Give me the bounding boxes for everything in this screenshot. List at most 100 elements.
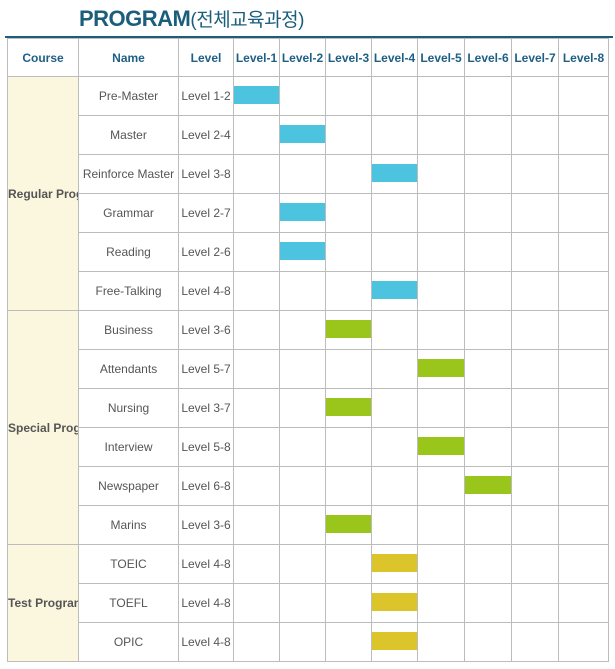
- level-cell: [325, 310, 372, 350]
- level-cell: [279, 232, 326, 272]
- header-level-5: Level-5: [417, 38, 465, 77]
- header-level-3: Level-3: [325, 38, 372, 77]
- program-level: Level 5-8: [178, 427, 234, 467]
- level-cell: [325, 388, 372, 428]
- level-cell: [325, 76, 372, 116]
- level-cell: [417, 505, 465, 545]
- level-cell: [325, 349, 372, 389]
- level-cell: [371, 76, 418, 116]
- level-cell: [371, 154, 418, 194]
- level-range-bar: [280, 242, 325, 260]
- level-cell: [371, 466, 418, 506]
- level-range-bar: [372, 593, 417, 611]
- page-title: PROGRAM(전체교육과정): [79, 5, 304, 33]
- level-cell: [325, 583, 372, 623]
- level-cell: [558, 76, 609, 116]
- level-cell: [558, 154, 609, 194]
- level-cell: [417, 115, 465, 155]
- header-level-7: Level-7: [511, 38, 559, 77]
- level-cell: [417, 466, 465, 506]
- level-cell: [511, 76, 559, 116]
- page-title-sub: (전체교육과정): [190, 10, 304, 31]
- level-cell: [511, 388, 559, 428]
- level-cell: [464, 271, 512, 311]
- level-range-bar: [372, 632, 417, 650]
- level-cell: [558, 349, 609, 389]
- course-cell: Test Program: [7, 544, 79, 662]
- level-cell: [558, 388, 609, 428]
- page-title-main: PROGRAM: [79, 6, 191, 31]
- table-row: Grammar Level 2-7: [8, 193, 609, 233]
- level-cell: [279, 193, 326, 233]
- level-cell: [464, 505, 512, 545]
- level-cell: [417, 232, 465, 272]
- level-cell: [511, 466, 559, 506]
- level-cell: [279, 349, 326, 389]
- table-row: OPIC Level 4-8: [8, 622, 609, 662]
- level-cell: [279, 583, 326, 623]
- level-cell: [464, 544, 512, 584]
- level-cell: [511, 427, 559, 467]
- program-level: Level 5-7: [178, 349, 234, 389]
- program-name: Free-Talking: [78, 271, 179, 311]
- level-cell: [511, 193, 559, 233]
- program-name: Marins: [78, 505, 179, 545]
- level-cell: [464, 583, 512, 623]
- table-row: Nursing Level 3-7: [8, 388, 609, 428]
- level-cell: [558, 427, 609, 467]
- level-cell: [464, 466, 512, 506]
- level-cell: [417, 622, 465, 662]
- level-range-bar: [326, 320, 371, 338]
- header-level-2: Level-2: [279, 38, 326, 77]
- level-cell: [371, 271, 418, 311]
- level-cell: [325, 154, 372, 194]
- program-table: Course Name Level Level-1 Level-2 Level-…: [7, 38, 609, 662]
- level-cell: [279, 544, 326, 584]
- level-cell: [279, 271, 326, 311]
- level-cell: [558, 115, 609, 155]
- level-cell: [233, 622, 280, 662]
- level-cell: [279, 427, 326, 467]
- level-cell: [417, 544, 465, 584]
- level-cell: [464, 388, 512, 428]
- level-cell: [558, 271, 609, 311]
- level-cell: [464, 115, 512, 155]
- level-cell: [464, 427, 512, 467]
- level-cell: [325, 115, 372, 155]
- program-name: OPIC: [78, 622, 179, 662]
- program-level: Level 2-7: [178, 193, 234, 233]
- level-range-bar: [326, 515, 371, 533]
- level-range-bar: [280, 203, 325, 221]
- level-range-bar: [372, 164, 417, 182]
- level-cell: [417, 76, 465, 116]
- level-cell: [371, 505, 418, 545]
- program-level: Level 3-6: [178, 310, 234, 350]
- header-level-8: Level-8: [558, 38, 609, 77]
- level-cell: [325, 193, 372, 233]
- level-cell: [233, 505, 280, 545]
- level-cell: [511, 583, 559, 623]
- level-cell: [558, 544, 609, 584]
- program-level: Level 3-6: [178, 505, 234, 545]
- table-row: Special ProgramBusinessLevel 3-6: [7, 310, 609, 545]
- level-cell: [511, 622, 559, 662]
- level-cell: [464, 232, 512, 272]
- level-cell: [417, 154, 465, 194]
- level-cell: [464, 310, 512, 350]
- level-cell: [371, 193, 418, 233]
- program-name: Reading: [78, 232, 179, 272]
- program-name: Reinforce Master: [78, 154, 179, 194]
- table-row: TOEFL Level 4-8: [8, 583, 609, 623]
- program-level: Level 2-4: [178, 115, 234, 155]
- program-name: TOEIC: [78, 544, 179, 584]
- level-cell: [233, 544, 280, 584]
- table-row: Free-Talking Level 4-8: [8, 271, 609, 311]
- program-level: Level 1-2: [178, 76, 234, 116]
- program-name: Newspaper: [78, 466, 179, 506]
- table-row: Test Program TOEIC Level 4-8: [7, 544, 609, 662]
- program-level: Level 6-8: [178, 466, 234, 506]
- program-level: Level 4-8: [178, 544, 234, 584]
- program-level: Level 4-8: [178, 271, 234, 311]
- program-level: Level 4-8: [178, 622, 234, 662]
